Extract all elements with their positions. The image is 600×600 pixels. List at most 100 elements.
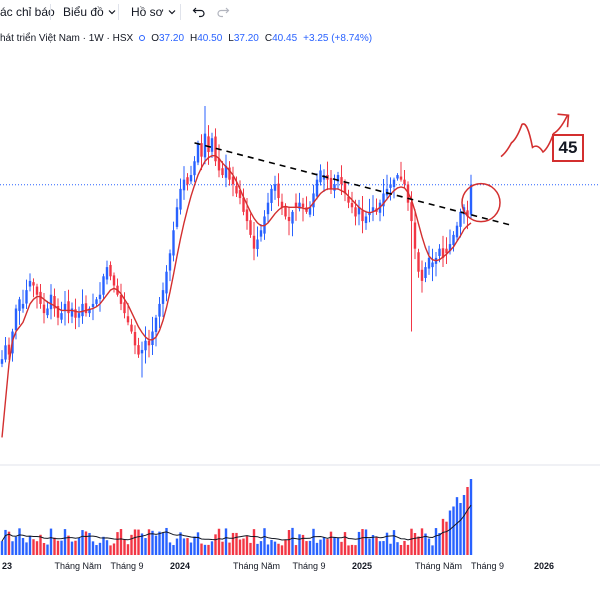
- candle: [291, 209, 294, 237]
- volume-bar: [277, 543, 280, 555]
- candle: [280, 193, 284, 216]
- volume-bar: [32, 539, 35, 555]
- volume-bar: [452, 506, 455, 555]
- high-key: H: [190, 32, 198, 44]
- candle: [417, 248, 420, 278]
- price-change: +3.25 (+8.74%): [303, 32, 373, 44]
- volume-bar: [193, 536, 196, 555]
- volume-bar: [305, 541, 308, 555]
- high-value: 40.50: [197, 32, 223, 44]
- candle: [14, 304, 18, 340]
- candle: [242, 188, 245, 216]
- volume-bar: [249, 542, 252, 555]
- chevron-down-icon: [108, 10, 116, 15]
- candle: [77, 306, 81, 328]
- volume-bar: [123, 539, 126, 555]
- chart-menu[interactable]: Biểu đồ: [63, 5, 116, 19]
- volume-bar: [105, 540, 109, 555]
- volume-bar: [112, 543, 116, 555]
- volume-bar: [357, 531, 361, 555]
- volume-bar: [382, 541, 385, 555]
- volume-bar: [319, 539, 322, 555]
- volume-bar: [417, 536, 420, 555]
- candle: [210, 132, 214, 159]
- volume-bar: [151, 530, 154, 555]
- candle: [32, 278, 35, 298]
- candle: [193, 156, 196, 183]
- volume-bar: [42, 543, 46, 555]
- volume-bar: [158, 531, 161, 555]
- projection-arrowhead: [557, 113, 570, 128]
- candle: [322, 169, 326, 193]
- indicators-menu[interactable]: ác chỉ báo: [0, 5, 55, 19]
- profile-menu-label: Hồ sơ: [131, 5, 164, 19]
- candle: [84, 295, 88, 317]
- volume-bar: [287, 530, 291, 555]
- time-axis-label: Tháng Năm: [233, 561, 280, 571]
- symbol-title[interactable]: hát triển Việt Nam · 1W · HSX: [0, 32, 134, 44]
- candle: [105, 260, 109, 285]
- candle: [392, 177, 396, 199]
- time-axis-label: 23: [2, 561, 12, 571]
- volume-bar: [88, 532, 91, 555]
- volume-bar: [130, 534, 133, 555]
- volume-bar: [175, 538, 179, 555]
- volume-bar: [347, 545, 350, 555]
- candle: [329, 170, 333, 194]
- candle: [112, 272, 116, 293]
- redo-icon[interactable]: [216, 5, 230, 19]
- candle: [427, 245, 431, 275]
- candle: [144, 326, 147, 364]
- candle: [298, 192, 301, 212]
- volume-bar: [326, 539, 329, 555]
- candle: [179, 178, 182, 215]
- candle: [357, 199, 361, 226]
- time-axis-label: Tháng Năm: [55, 561, 102, 571]
- volume-bar: [466, 487, 469, 555]
- candle: [147, 329, 151, 358]
- volume-bar: [420, 528, 424, 555]
- candle: [63, 291, 67, 326]
- volume-bar: [364, 529, 368, 555]
- candle: [91, 293, 95, 321]
- candle: [375, 198, 378, 215]
- volume-bar: [410, 528, 413, 555]
- toolbar-divider: [180, 4, 181, 20]
- volume-bar: [385, 532, 389, 555]
- volume-bar: [119, 529, 123, 555]
- open-key: O: [151, 32, 159, 44]
- candle: [161, 282, 165, 318]
- volume-bar: [56, 540, 60, 555]
- candle: [214, 128, 217, 167]
- ohlc-close: C40.45: [265, 33, 297, 44]
- market-status-icon: [139, 35, 146, 41]
- candle: [305, 196, 308, 214]
- time-axis-label: Tháng 9: [293, 561, 326, 571]
- volume-bar: [63, 529, 67, 555]
- candle: [25, 279, 28, 310]
- candle: [18, 296, 21, 325]
- volume-series: [0, 479, 473, 555]
- candle: [343, 179, 347, 202]
- candle: [74, 298, 77, 330]
- candle: [441, 235, 445, 267]
- projection-arrow: [500, 114, 569, 158]
- candle: [406, 181, 410, 211]
- candle: [123, 292, 126, 319]
- candle: [445, 237, 448, 264]
- volume-bar: [28, 535, 32, 555]
- moving-average-line: [1, 155, 472, 438]
- candle: [364, 210, 368, 230]
- low-key: L: [228, 32, 234, 44]
- candle: [231, 166, 235, 197]
- undo-icon[interactable]: [192, 5, 206, 19]
- volume-bar: [270, 539, 273, 555]
- volume-bar: [396, 542, 399, 555]
- volume-bar: [133, 529, 137, 555]
- volume-bar: [14, 536, 18, 555]
- volume-bar: [179, 532, 182, 555]
- profile-menu[interactable]: Hồ sơ: [131, 5, 176, 19]
- close-value: 40.45: [272, 32, 298, 44]
- candle: [434, 252, 438, 277]
